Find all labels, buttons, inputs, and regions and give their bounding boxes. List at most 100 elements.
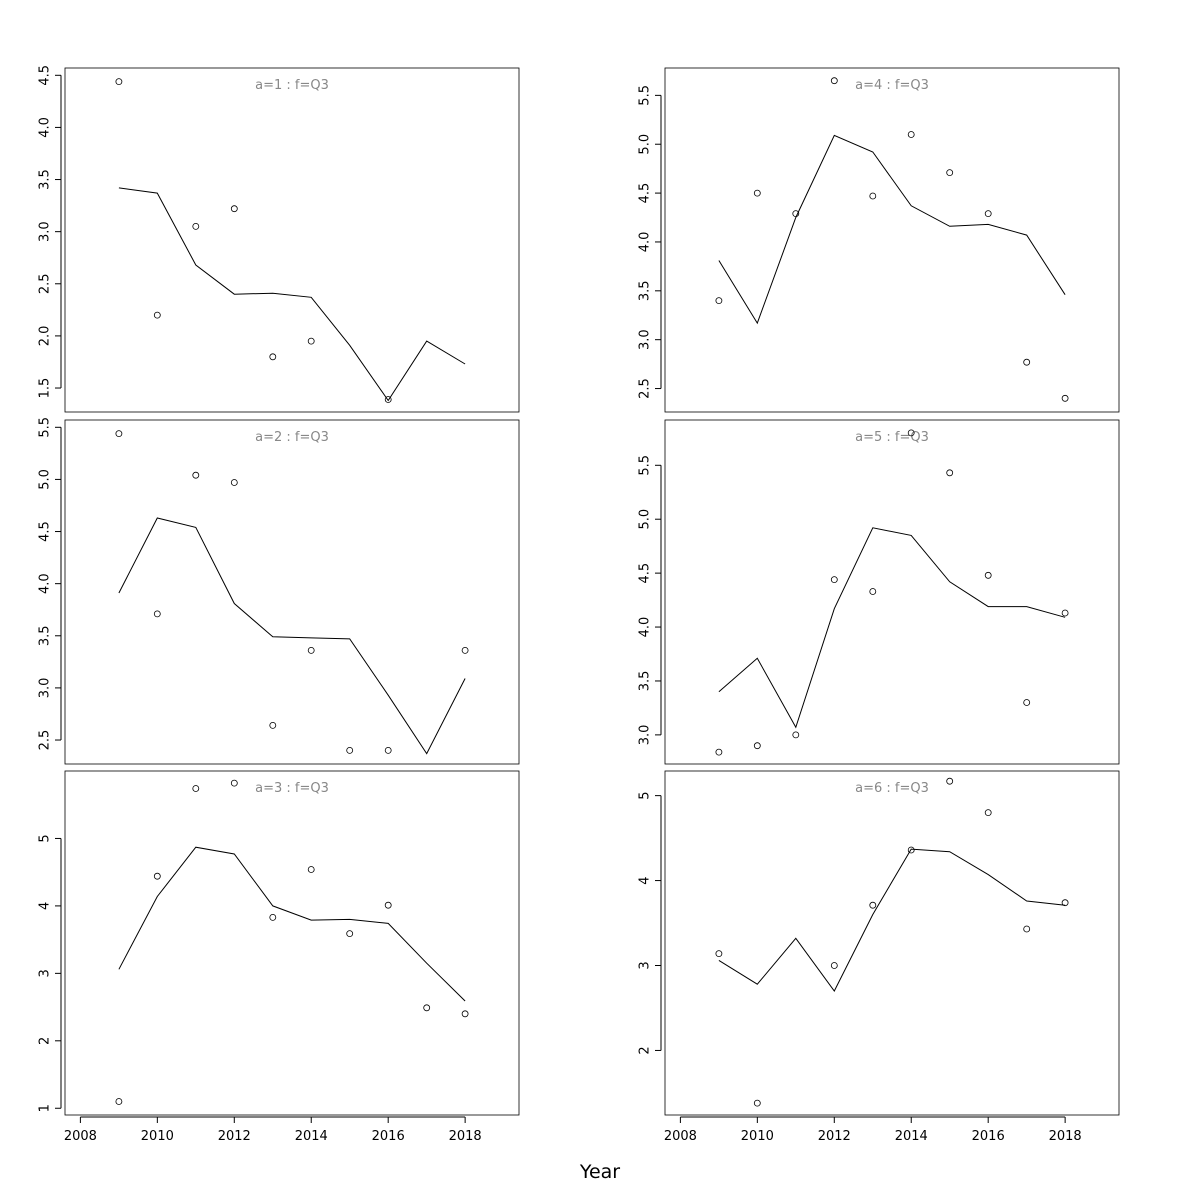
y-tick-label: 4 [38,902,53,910]
data-point [946,777,954,785]
data-point [346,930,354,937]
data-point [984,210,992,218]
data-point [192,222,200,230]
y-tick-label: 3.5 [38,625,53,646]
panel-4: a=4 : f=Q3 2.5 3.0 3.5 4.0 4.5 5.0 5.5 [638,67,1120,413]
data-point [830,77,838,85]
data-point [115,430,123,438]
x-tick-label: 2010 [741,1129,774,1144]
y-tick-label: 3.0 [638,725,653,746]
data-point [153,610,161,618]
data-point [715,297,723,305]
y-tick-label: 4.0 [638,232,653,253]
data-point [192,471,200,479]
plot-frame [664,67,1120,413]
data-point [984,571,992,579]
data-point [307,647,315,654]
plot-frame [664,419,1120,765]
y-tick-label: 2 [38,1037,53,1045]
data-point [1023,925,1031,933]
data-point [792,731,800,739]
y-tick-label: 3.5 [638,280,653,301]
plot-frame [64,67,520,413]
y-tick-label: 3 [38,969,53,977]
data-point [1061,394,1069,402]
fitted-line [718,134,1066,325]
data-point [115,78,123,85]
data-point [461,1010,469,1018]
data-point [907,846,915,854]
data-point [869,588,877,595]
y-tick-label: 3 [638,961,653,969]
x-tick-label: 2010 [141,1129,174,1144]
y-tick-label: 4.5 [38,521,53,542]
fitted-line [118,187,466,402]
y-tick-label: 2.0 [38,326,53,347]
data-point [384,747,392,754]
x-tick-label: 2012 [218,1129,251,1144]
y-tick-label: 5.0 [638,134,653,155]
x-tick-label: 2008 [64,1129,97,1144]
data-point [830,576,838,583]
data-point [307,866,315,873]
data-point [192,785,200,792]
plot-frame [64,419,520,765]
panel-title: a=2 : f=Q3 [255,430,329,445]
x-tick-label: 2012 [818,1129,851,1144]
fitted-line [118,846,466,1002]
x-tick-label: 2016 [372,1129,405,1144]
data-point [461,647,469,654]
x-tick-label: 2014 [895,1129,928,1144]
y-tick-label: 4.5 [38,65,53,86]
y-tick-label: 5.5 [38,417,53,438]
data-point [946,169,954,177]
panel-5: a=5 : f=Q3 3.0 3.5 4.0 4.5 5.0 5.5 [638,419,1120,765]
data-point [230,779,238,787]
y-tick-label: 4.0 [38,117,53,138]
x-axis-label: Year [579,1161,620,1183]
data-point [153,872,161,880]
y-tick-label: 5 [638,791,653,799]
plot-frame [664,770,1120,1116]
fitted-line [718,848,1066,992]
data-point [269,353,277,361]
panel-title: a=4 : f=Q3 [855,78,929,93]
panel-title: a=5 : f=Q3 [855,430,929,445]
x-tick-label: 2014 [295,1129,328,1144]
y-tick-label: 3.5 [638,671,653,692]
data-point [715,950,723,957]
panel-6: a=6 : f=Q3 2 3 4 5 2008 2010 2012 2014 2016 2018 [638,770,1120,1144]
data-point [346,747,354,754]
data-point [792,210,800,218]
y-tick-label: 4.0 [638,617,653,638]
data-point [384,901,392,909]
panel-title: a=3 : f=Q3 [255,781,329,796]
data-point [715,748,723,756]
data-point [1061,899,1069,907]
y-tick-label: 3.0 [38,221,53,242]
panels: a=1 : f=Q31.52.02.53.03.54.04.5a=2 : f=Q… [38,65,1120,1144]
y-tick-label: 5.0 [638,509,653,530]
x-tick-label: 2008 [664,1129,697,1144]
panel-title: a=1 : f=Q3 [255,78,329,93]
data-point [384,396,392,403]
fitted-line [118,517,466,755]
data-point [269,914,277,921]
y-tick-label: 1 [38,1104,53,1112]
y-tick-label: 5.5 [638,455,653,476]
data-point [230,479,238,486]
x-tick-label: 2018 [449,1129,482,1144]
data-point [307,337,315,345]
panel-title: a=6 : f=Q3 [855,781,929,796]
panel-2: a=2 : f=Q3 2.5 3.0 3.5 4.0 4.5 5.0 5.5 [38,417,520,765]
x-tick-label: 2016 [972,1129,1005,1144]
y-tick-label: 5.5 [638,85,653,106]
data-point [753,742,761,750]
data-point [830,962,838,969]
data-point [869,901,877,909]
data-point [753,189,761,197]
y-tick-label: 3.0 [638,329,653,350]
y-tick-label: 2.5 [38,730,53,751]
y-tick-label: 5.0 [38,469,53,490]
